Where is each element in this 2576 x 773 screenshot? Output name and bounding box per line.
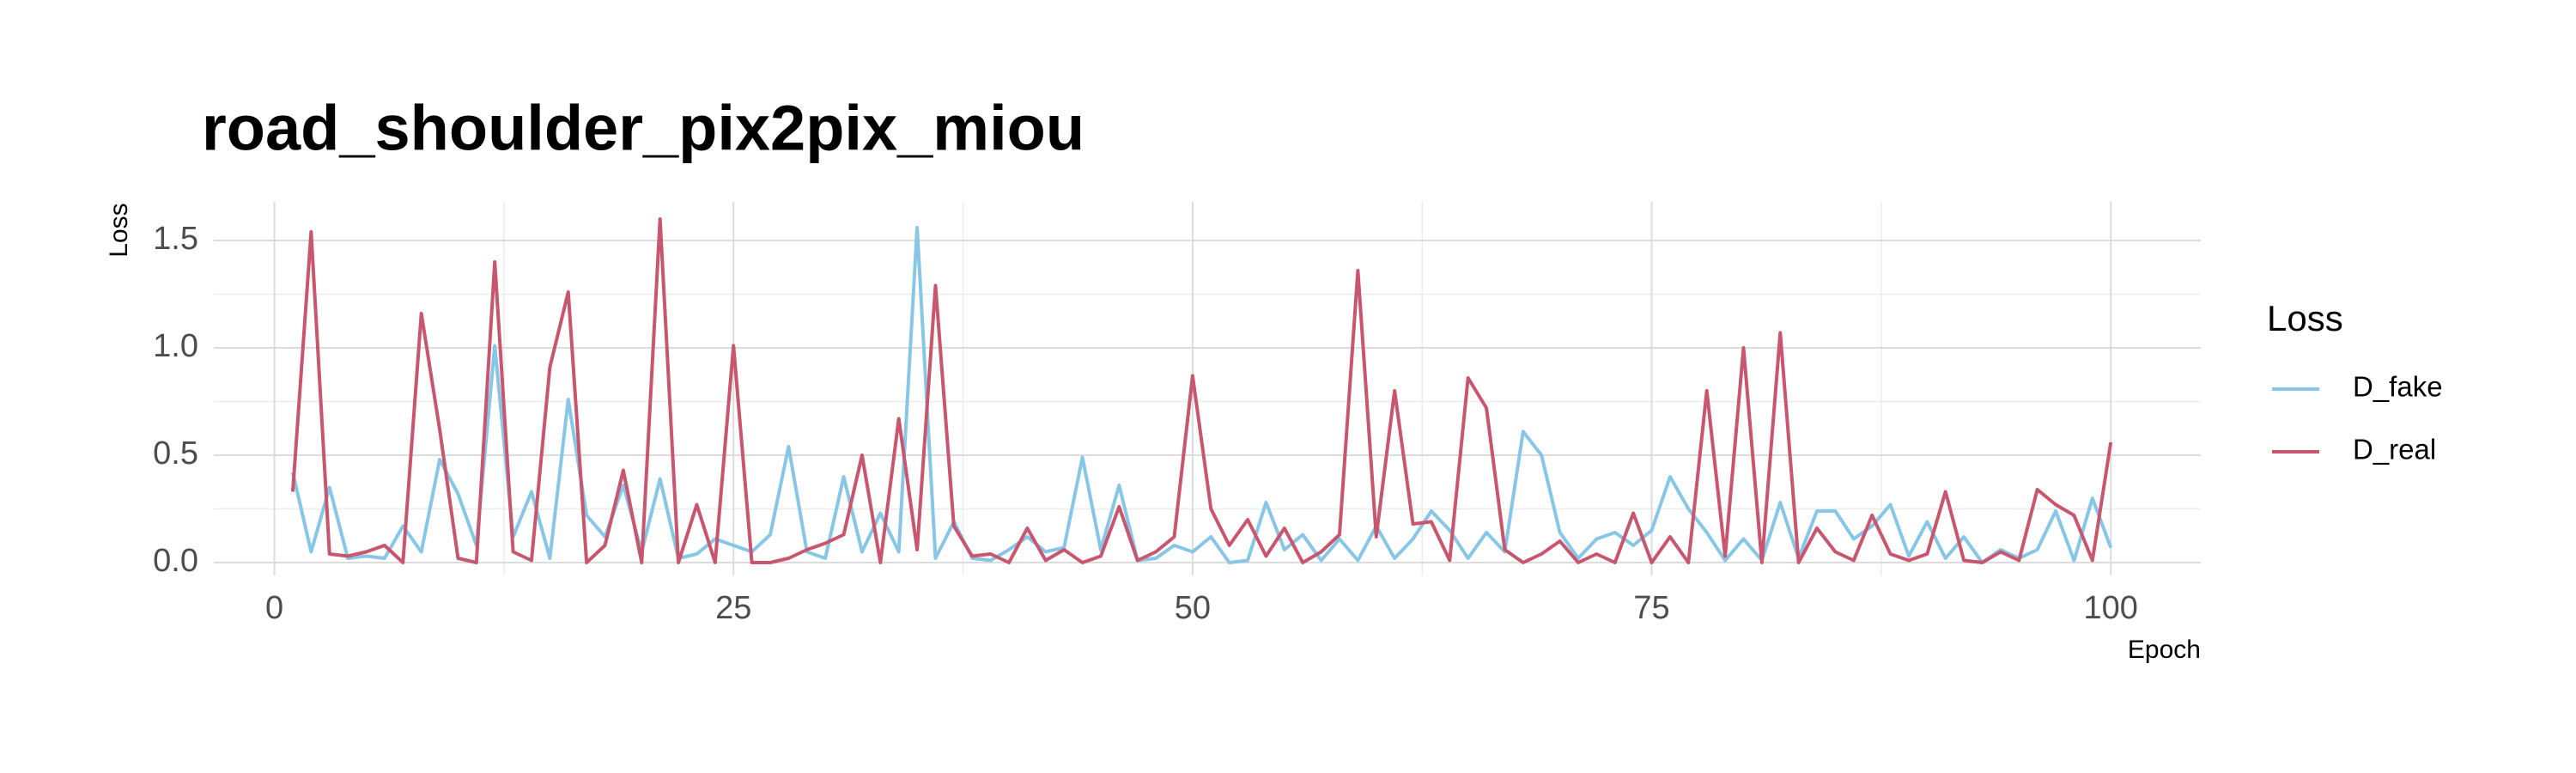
y-tick-label: 1.5 xyxy=(153,221,198,257)
x-tick-label: 100 xyxy=(2084,590,2138,626)
y-tick-label: 0.5 xyxy=(153,435,198,472)
chart-title: road_shoulder_pix2pix_miou xyxy=(202,93,1084,164)
x-axis-title: Epoch xyxy=(2128,636,2201,664)
series-line xyxy=(291,226,2113,564)
x-tick-label: 75 xyxy=(1633,590,1669,626)
series-line xyxy=(290,217,2113,564)
y-axis-title: Loss xyxy=(105,203,133,257)
legend-label: D_fake xyxy=(2353,371,2443,403)
legend-label: D_real xyxy=(2353,434,2436,466)
y-tick-label: 1.0 xyxy=(153,328,198,364)
legend-title: Loss xyxy=(2267,298,2343,338)
x-tick-label: 0 xyxy=(265,590,283,626)
y-tick-label: 0.0 xyxy=(153,543,198,579)
x-tick-label: 50 xyxy=(1175,590,1211,626)
x-tick-label: 25 xyxy=(715,590,751,626)
